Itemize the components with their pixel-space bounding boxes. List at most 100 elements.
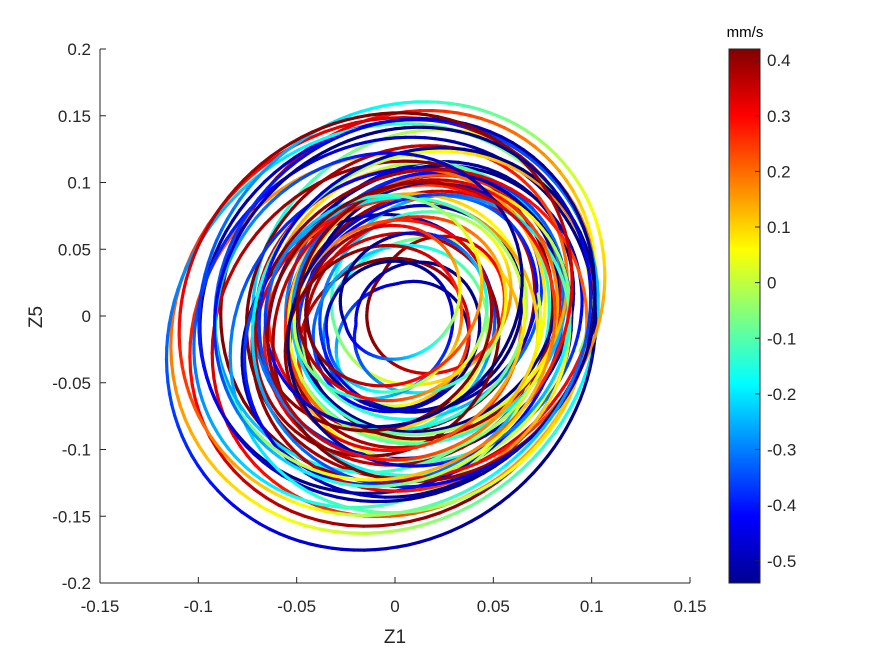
trajectory-segment xyxy=(430,108,447,113)
trajectory-segment xyxy=(285,412,296,424)
trajectory-segment xyxy=(518,193,531,203)
trajectory-segment xyxy=(578,388,586,402)
trajectory-segment xyxy=(321,223,332,236)
trajectory-segment xyxy=(498,344,508,357)
trajectory-segment xyxy=(582,292,588,307)
trajectory-segment xyxy=(317,518,336,526)
trajectory-segment xyxy=(199,297,204,313)
trajectory-segment xyxy=(290,279,297,293)
trajectory-segment xyxy=(312,488,327,496)
trajectory-segment xyxy=(242,357,247,372)
trajectory-segment xyxy=(176,276,184,291)
trajectory-segment xyxy=(308,143,324,154)
trajectory-segment xyxy=(502,126,517,135)
trajectory-segment xyxy=(205,375,212,390)
trajectory-segment xyxy=(225,207,235,221)
trajectory-segment xyxy=(564,368,576,385)
trajectory-segment xyxy=(410,150,426,156)
trajectory-segment xyxy=(531,133,543,143)
trajectory-segment xyxy=(267,527,281,536)
trajectory-segment xyxy=(174,390,182,408)
trajectory-segment xyxy=(294,419,304,431)
trajectory-segment xyxy=(169,328,173,348)
trajectory-segment xyxy=(512,404,521,417)
trajectory-segment xyxy=(338,113,353,121)
trajectory-segment xyxy=(536,213,547,225)
trajectory-segment xyxy=(492,135,508,145)
trajectory-segment xyxy=(504,388,516,399)
trajectory-segment xyxy=(584,303,589,319)
trajectory-segment xyxy=(263,346,268,360)
trajectory-segment xyxy=(202,364,209,380)
trajectory-segment xyxy=(590,317,596,334)
trajectory-segment xyxy=(451,457,465,467)
trajectory-segment xyxy=(438,437,453,443)
trajectory-segment xyxy=(325,482,340,491)
trajectory-segment xyxy=(317,527,336,534)
trajectory-segment xyxy=(169,344,173,363)
trajectory-segment xyxy=(377,522,396,528)
trajectory-segment xyxy=(487,153,503,161)
trajectory-segment xyxy=(303,514,321,523)
trajectory-segment xyxy=(261,460,274,471)
trajectory-segment xyxy=(247,390,254,405)
trajectory-segment xyxy=(269,187,284,199)
trajectory-segment xyxy=(275,298,282,312)
trajectory-segment xyxy=(495,478,512,491)
trajectory-segment xyxy=(303,523,321,531)
trajectory-segment xyxy=(262,471,275,483)
trajectory-segment xyxy=(393,429,407,434)
trajectory-segment xyxy=(581,365,590,383)
trajectory-segment xyxy=(296,150,312,162)
trajectory-segment xyxy=(327,500,343,508)
trajectory-segment xyxy=(595,279,600,298)
trajectory-segment xyxy=(383,136,397,141)
trajectory-segment xyxy=(223,458,236,473)
trajectory-segment xyxy=(358,505,371,510)
trajectory-segment xyxy=(286,148,301,158)
trajectory-segment xyxy=(271,346,276,360)
trajectory-segment xyxy=(382,172,396,179)
trajectory-segment xyxy=(441,499,457,507)
trajectory-segment xyxy=(541,277,547,292)
trajectory-segment xyxy=(238,444,249,458)
trajectory-segment xyxy=(412,430,426,434)
trajectory-segment xyxy=(537,428,550,442)
trajectory-segment xyxy=(223,244,232,261)
trajectory-segment xyxy=(284,271,293,284)
trajectory-segment xyxy=(480,117,495,125)
trajectory-segment xyxy=(547,146,558,156)
trajectory-segment xyxy=(387,440,401,445)
trajectory-segment xyxy=(169,312,175,332)
trajectory-segment xyxy=(599,302,605,316)
trajectory-segment xyxy=(542,299,547,315)
trajectory-segment xyxy=(375,196,390,202)
trajectory-segment xyxy=(513,209,524,222)
trajectory-segment xyxy=(228,232,238,248)
trajectory-segment xyxy=(375,154,391,162)
trajectory-segment xyxy=(503,190,517,201)
trajectory-segment xyxy=(261,506,279,517)
trajectory-segment xyxy=(528,175,542,186)
trajectory-segment xyxy=(165,334,170,350)
trajectory-segment xyxy=(279,244,289,257)
trajectory-segment xyxy=(372,201,385,209)
trajectory-segment xyxy=(529,405,540,417)
trajectory-segment xyxy=(513,131,527,142)
trajectory-segment xyxy=(313,441,324,452)
trajectory-segment xyxy=(586,326,593,343)
trajectory-segment xyxy=(574,398,582,412)
trajectory-segment xyxy=(351,163,367,173)
trajectory-segment xyxy=(420,489,437,496)
trajectory-segment xyxy=(512,233,519,247)
trajectory-segment xyxy=(205,266,213,279)
trajectory-segment xyxy=(576,239,585,252)
trajectory-segment xyxy=(426,197,440,204)
trajectory-segment xyxy=(475,150,491,157)
trajectory-segment xyxy=(253,170,265,183)
trajectory-segment xyxy=(362,460,377,466)
trajectory-segment xyxy=(512,314,519,329)
trajectory-segment xyxy=(212,376,218,392)
trajectory-segment xyxy=(549,172,562,186)
trajectory-segment xyxy=(417,414,431,422)
